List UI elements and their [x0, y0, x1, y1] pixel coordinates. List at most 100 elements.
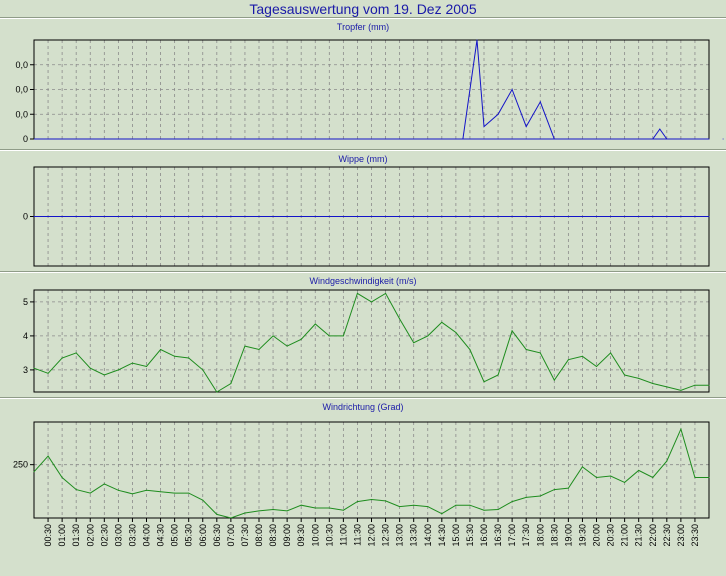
x-tick-label: 09:30	[296, 524, 306, 547]
x-tick-label: 12:00	[367, 524, 377, 547]
data-point	[539, 352, 541, 354]
x-tick-label: 23:00	[676, 524, 686, 547]
data-point	[103, 374, 105, 376]
data-point	[638, 469, 640, 471]
data-point	[202, 499, 204, 501]
data-point	[356, 292, 358, 294]
data-point	[146, 489, 147, 491]
data-point	[708, 384, 710, 386]
data-point	[131, 493, 133, 495]
data-point	[680, 428, 682, 430]
data-point	[652, 383, 654, 384]
x-tick-label: 01:30	[71, 524, 81, 547]
x-tick-label: 05:30	[184, 524, 194, 547]
x-tick-label: 03:30	[127, 524, 137, 547]
data-point	[385, 500, 387, 502]
data-point	[399, 506, 401, 508]
y-tick-label: 4	[23, 331, 28, 341]
data-point	[666, 460, 668, 462]
y-tick-label: 3	[23, 365, 28, 375]
data-point	[596, 477, 597, 478]
x-tick-label: 14:00	[423, 524, 433, 547]
data-point	[567, 487, 569, 489]
data-point	[33, 367, 35, 369]
x-tick-label: 06:00	[198, 524, 208, 547]
data-point	[314, 507, 316, 509]
x-tick-label: 13:30	[409, 524, 419, 547]
x-tick-label: 08:00	[254, 524, 264, 547]
x-tick-label: 07:30	[240, 524, 250, 547]
data-point	[596, 366, 597, 367]
x-tick-label: 07:00	[226, 524, 236, 547]
data-point	[497, 509, 499, 510]
data-point	[356, 501, 358, 503]
chart-title: Windgeschwindigkeit (m/s)	[309, 276, 416, 286]
x-tick-label: 11:00	[338, 524, 348, 546]
y-tick-label: 0,0	[15, 85, 28, 95]
data-point	[399, 318, 401, 320]
data-point	[525, 349, 527, 350]
data-point	[455, 504, 457, 506]
data-point	[160, 349, 162, 350]
data-point	[117, 489, 119, 491]
x-tick-label: 10:30	[324, 524, 334, 547]
x-tick-label: 20:00	[592, 524, 602, 547]
data-point	[47, 455, 49, 457]
data-point	[230, 383, 232, 384]
x-tick-label: 16:00	[479, 524, 489, 547]
data-point	[131, 362, 133, 364]
x-tick-label: 05:00	[170, 524, 180, 547]
data-point	[694, 384, 696, 386]
data-point	[244, 345, 246, 347]
data-point	[624, 374, 626, 376]
data-point	[638, 377, 640, 379]
x-tick-label: 12:30	[381, 524, 391, 547]
data-point	[75, 489, 77, 491]
x-tick-label: 10:00	[310, 524, 320, 547]
data-point	[244, 512, 246, 514]
data-point	[188, 492, 190, 494]
data-point	[188, 357, 190, 359]
data-point	[708, 477, 710, 478]
y-tick-label: 0,0	[15, 109, 28, 119]
chart-title: Windrichtung (Grad)	[322, 402, 403, 412]
data-point	[525, 496, 527, 498]
data-point	[89, 367, 91, 369]
data-point	[553, 379, 555, 381]
series-line	[652, 128, 668, 140]
x-tick-label: 18:00	[535, 524, 545, 547]
data-point	[441, 321, 443, 323]
data-point	[659, 128, 661, 130]
x-tick-label: 00:30	[43, 524, 53, 547]
data-point	[511, 89, 513, 90]
x-tick-label: 04:00	[142, 524, 152, 547]
x-tick-label: 17:30	[521, 524, 531, 547]
data-point	[539, 495, 541, 497]
x-tick-label: 08:30	[268, 524, 278, 547]
data-point	[483, 381, 485, 383]
data-point	[117, 369, 119, 371]
data-point	[342, 509, 344, 511]
data-point	[202, 369, 204, 371]
plot-frame	[33, 289, 710, 393]
x-tick-label: 15:00	[451, 524, 461, 547]
data-point	[497, 113, 499, 115]
x-tick-label: 18:30	[549, 524, 559, 547]
x-tick-label: 13:00	[395, 524, 405, 547]
x-tick-label: 04:30	[156, 524, 166, 547]
y-tick-label: 0	[23, 134, 28, 144]
y-tick-label: 5	[23, 297, 28, 307]
data-point	[160, 491, 162, 493]
data-point	[342, 335, 344, 337]
data-point	[680, 389, 682, 391]
data-point	[694, 477, 696, 478]
data-point	[103, 483, 105, 485]
data-point	[427, 506, 429, 508]
data-point	[708, 216, 710, 217]
data-point	[314, 323, 316, 325]
data-point	[174, 355, 176, 357]
data-point	[666, 386, 668, 388]
data-point	[483, 509, 485, 511]
data-point	[581, 355, 583, 357]
data-point	[216, 391, 218, 393]
